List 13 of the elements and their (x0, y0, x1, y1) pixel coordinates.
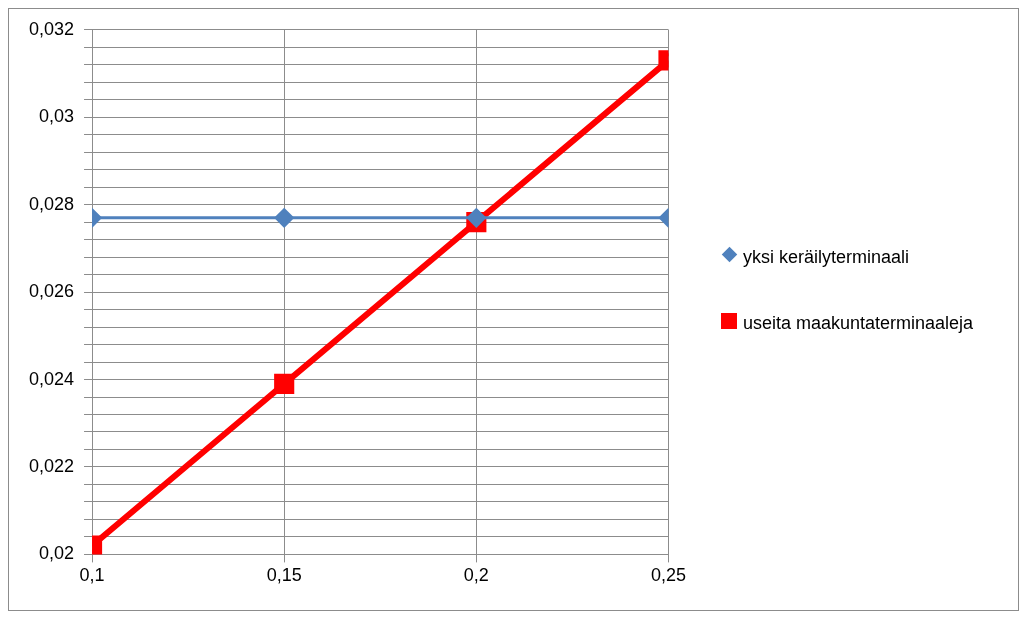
y-tick-label: 0,022 (29, 455, 75, 476)
x-tick-label: 0,15 (266, 565, 302, 586)
y-tick-label: 0,032 (29, 18, 75, 39)
x-tick-label: 0,25 (650, 565, 687, 586)
y-tick-label: 0,024 (29, 368, 75, 389)
x-tick-label: 0,1 (79, 565, 105, 586)
y-tick-label: 0,03 (39, 106, 75, 127)
y-tick-label: 0,028 (29, 193, 75, 214)
legend-label: yksi keräilyterminaali (743, 245, 910, 269)
x-tick-label: 0,2 (463, 565, 489, 586)
y-tick-label: 0,02 (39, 543, 75, 564)
legend-label: useita maakuntaterminaaleja (743, 311, 974, 335)
y-tick-label: 0,026 (29, 281, 75, 302)
